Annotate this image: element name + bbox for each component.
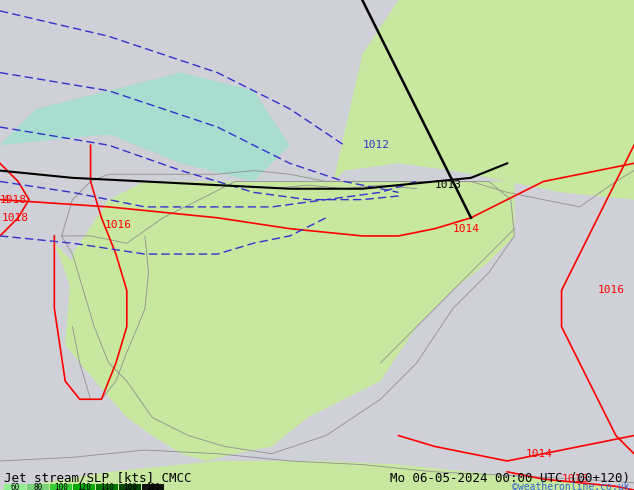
Text: 1018: 1018 <box>2 213 29 223</box>
Text: Mo 06-05-2024 00:00 UTC (00+120): Mo 06-05-2024 00:00 UTC (00+120) <box>390 471 630 485</box>
Text: 100: 100 <box>54 483 68 490</box>
Bar <box>96 484 118 490</box>
Text: 1013: 1013 <box>435 180 462 190</box>
Text: 60: 60 <box>10 483 20 490</box>
Bar <box>27 484 49 490</box>
Text: 1014: 1014 <box>526 449 552 459</box>
Text: 180: 180 <box>146 483 160 490</box>
Text: 1014: 1014 <box>453 223 480 234</box>
Bar <box>142 484 164 490</box>
Text: 80: 80 <box>34 483 42 490</box>
Text: 160: 160 <box>123 483 137 490</box>
Bar <box>119 484 141 490</box>
Bar <box>73 484 95 490</box>
Bar <box>50 484 72 490</box>
Bar <box>4 484 26 490</box>
Text: 1013: 1013 <box>562 474 588 484</box>
Polygon shape <box>65 181 514 461</box>
Text: Jet stream/SLP [kts] CMCC: Jet stream/SLP [kts] CMCC <box>4 471 191 485</box>
Text: 1016: 1016 <box>105 220 132 230</box>
Text: 120: 120 <box>77 483 91 490</box>
Text: 140: 140 <box>100 483 114 490</box>
Text: 1012: 1012 <box>362 140 389 150</box>
Text: 1018: 1018 <box>0 195 27 205</box>
Text: 4: 4 <box>2 195 9 205</box>
Polygon shape <box>0 73 290 181</box>
Text: ©weatheronline.co.uk: ©weatheronline.co.uk <box>512 482 630 490</box>
Polygon shape <box>55 243 152 417</box>
Polygon shape <box>0 461 634 490</box>
Polygon shape <box>333 0 634 199</box>
Text: 1016: 1016 <box>598 285 624 295</box>
